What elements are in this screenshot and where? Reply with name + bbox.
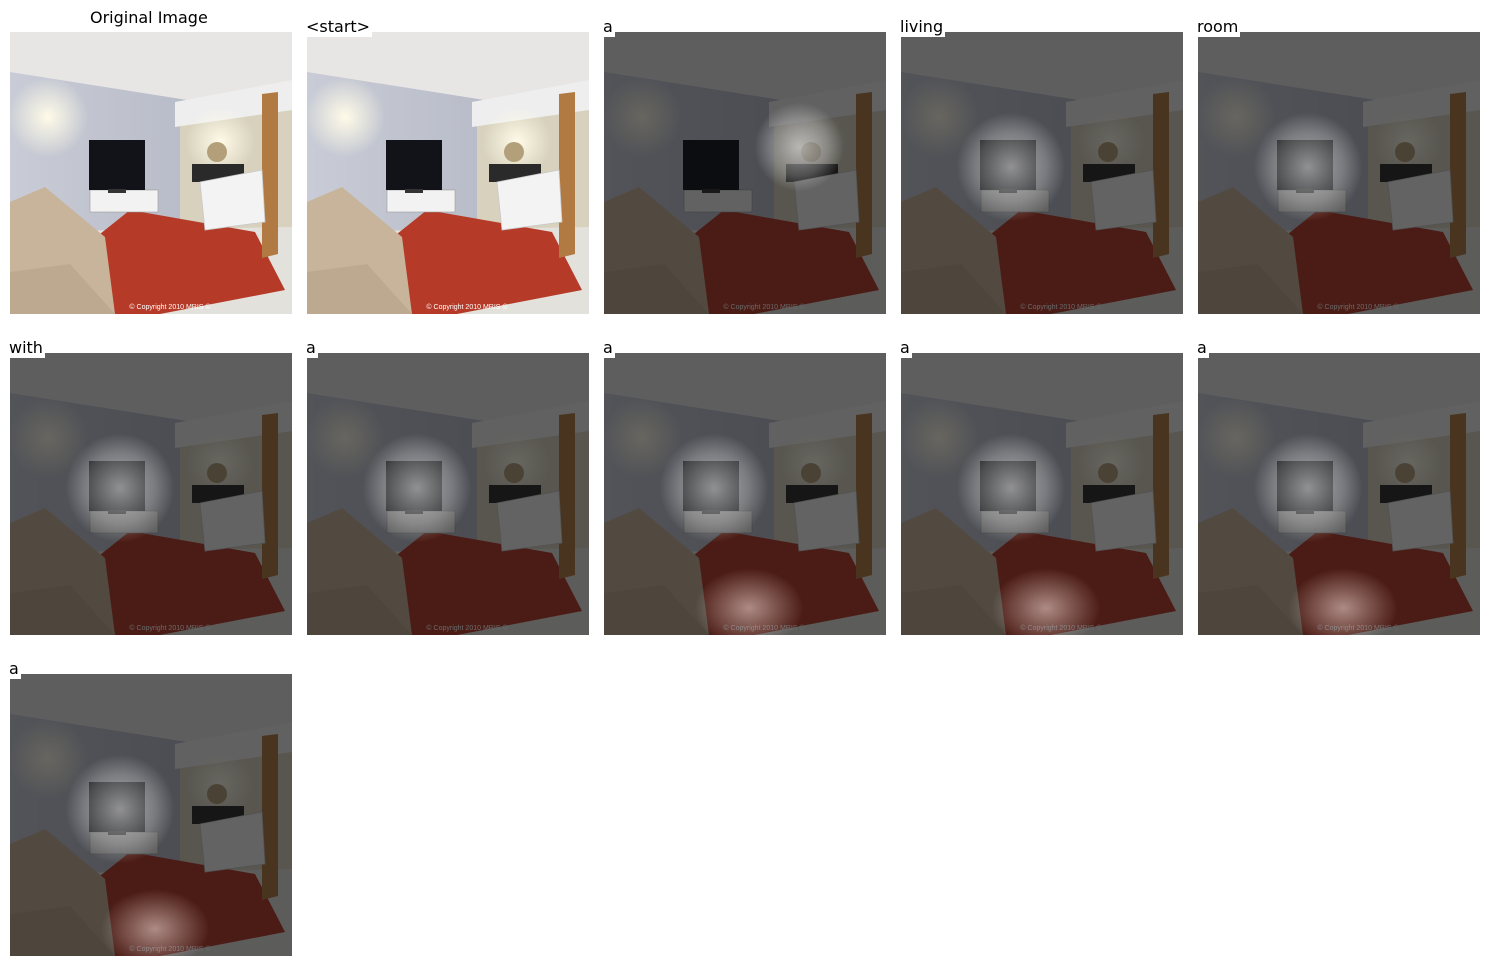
attention-panel: © Copyright 2010 MRIS ©: [604, 353, 886, 635]
attention-overlay: [901, 353, 1183, 635]
panel-word-label: a: [305, 338, 318, 358]
attention-panel: © Copyright 2010 MRIS ©: [10, 353, 292, 635]
panel-word-label: a: [602, 338, 615, 358]
attention-panel: © Copyright 2010 MRIS ©: [307, 32, 589, 314]
original-image: © Copyright 2010 MRIS ©: [10, 32, 292, 314]
attention-panel: © Copyright 2010 MRIS ©: [307, 353, 589, 635]
attention-panel: © Copyright 2010 MRIS ©: [901, 32, 1183, 314]
attention-panel: © Copyright 2010 MRIS ©: [901, 353, 1183, 635]
attention-overlay: [10, 353, 292, 635]
attention-panel: © Copyright 2010 MRIS ©: [604, 32, 886, 314]
attention-overlay: [1198, 32, 1480, 314]
attention-overlay: [1198, 353, 1480, 635]
attention-panel: © Copyright 2010 MRIS ©: [1198, 32, 1480, 314]
original-image-title: Original Image: [90, 8, 208, 27]
panel-word-label: living: [899, 17, 946, 37]
attention-overlay: [10, 674, 292, 956]
attention-overlay: [901, 32, 1183, 314]
panel-word-label: <start>: [305, 17, 373, 37]
panel-word-label: a: [1196, 338, 1209, 358]
attention-overlay: [307, 353, 589, 635]
panel-word-label: with: [8, 338, 45, 358]
panel-word-label: room: [1196, 17, 1241, 37]
attention-overlay: [604, 32, 886, 314]
watermark-text: © Copyright 2010 MRIS ©: [426, 303, 508, 311]
panel-word-label: a: [899, 338, 912, 358]
panel-word-label: a: [8, 659, 21, 679]
panel-word-label: a: [602, 17, 615, 37]
attention-panel: © Copyright 2010 MRIS ©: [10, 674, 292, 956]
attention-overlay: [604, 353, 886, 635]
attention-panel: © Copyright 2010 MRIS ©: [1198, 353, 1480, 635]
watermark-text: © Copyright 2010 MRIS ©: [129, 303, 211, 311]
